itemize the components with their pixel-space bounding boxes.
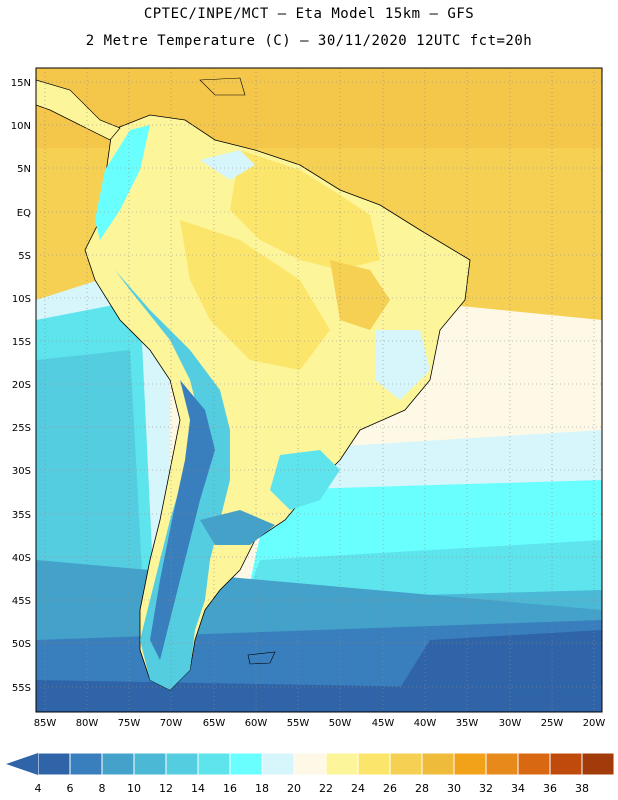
map-title-line-2: 2 Metre Temperature (C) – 30/11/2020 12U…	[85, 33, 533, 49]
colorbar	[6, 752, 615, 776]
lon-label: 20W	[583, 718, 606, 729]
map-frame	[35, 67, 603, 713]
colorbar-swatch	[101, 752, 135, 776]
colorbar-arrow-left	[6, 753, 38, 775]
lon-label: 80W	[76, 718, 99, 729]
lon-label: 55W	[287, 718, 310, 729]
lat-label: 5N	[17, 164, 31, 175]
lon-label: 65W	[203, 718, 226, 729]
colorbar-label: 38	[575, 782, 589, 795]
longitude-labels: 85W 80W 75W 70W 65W 60W 55W 50W 45W 40W …	[34, 718, 606, 729]
colorbar-label: 32	[479, 782, 493, 795]
colorbar-swatch	[389, 752, 423, 776]
temperature-field	[36, 68, 602, 712]
colorbar-swatch	[517, 752, 551, 776]
colorbar-label: 36	[543, 782, 557, 795]
lat-label: 15S	[12, 337, 31, 348]
colorbar-swatch	[133, 752, 167, 776]
colorbar-label: 4	[34, 782, 42, 795]
lon-label: 35W	[456, 718, 479, 729]
lon-label: 70W	[160, 718, 183, 729]
colorbar-swatch	[421, 752, 455, 776]
map-title-line-1: CPTEC/INPE/MCT – Eta Model 15km – GFS	[143, 6, 475, 22]
colorbar-label: 10	[127, 782, 141, 795]
latitude-labels: 15N 10N 5N EQ 5S 10S 15S 20S 25S 30S 35S…	[11, 78, 31, 694]
lat-label: 10N	[11, 121, 31, 132]
colorbar-label: 28	[415, 782, 429, 795]
lat-label: 15N	[11, 78, 31, 89]
colorbar-swatch	[453, 752, 487, 776]
lat-label: 10S	[12, 294, 31, 305]
lon-label: 75W	[118, 718, 141, 729]
colorbar-swatch	[197, 752, 231, 776]
lon-label: 30W	[499, 718, 522, 729]
colorbar-label: 18	[255, 782, 269, 795]
colorbar-swatch	[549, 752, 583, 776]
colorbar-swatch	[229, 752, 263, 776]
lat-label: 40S	[12, 553, 31, 564]
lon-label: 25W	[541, 718, 564, 729]
colorbar-label: 30	[447, 782, 461, 795]
colorbar-swatch	[165, 752, 199, 776]
colorbar-label: 24	[351, 782, 365, 795]
colorbar-label: 8	[98, 782, 106, 795]
lat-label: 50S	[12, 639, 31, 650]
colorbar-swatch	[485, 752, 519, 776]
lon-label: 45W	[372, 718, 395, 729]
lat-label: 35S	[12, 510, 31, 521]
lat-label: 5S	[18, 251, 31, 262]
colorbar-swatch	[293, 752, 327, 776]
colorbar-label: 34	[511, 782, 525, 795]
colorbar-swatch	[357, 752, 391, 776]
colorbar-label: 22	[319, 782, 333, 795]
colorbar-label: 16	[223, 782, 237, 795]
colorbar-label: 26	[383, 782, 397, 795]
lon-label: 40W	[414, 718, 437, 729]
colorbar-swatch	[261, 752, 295, 776]
colorbar-swatch	[581, 752, 615, 776]
colorbar-label: 6	[66, 782, 74, 795]
lon-label: 85W	[34, 718, 57, 729]
lat-label: EQ	[17, 208, 31, 219]
lon-label: 50W	[329, 718, 352, 729]
lat-label: 25S	[12, 423, 31, 434]
colorbar-label: 12	[159, 782, 173, 795]
lat-label: 45S	[12, 596, 31, 607]
lon-label: 60W	[245, 718, 268, 729]
lat-label: 20S	[12, 380, 31, 391]
colorbar-swatch	[325, 752, 359, 776]
colorbar-swatch	[37, 752, 71, 776]
lat-label: 30S	[12, 466, 31, 477]
colorbar-label: 20	[287, 782, 301, 795]
colorbar-swatch	[69, 752, 103, 776]
colorbar-label: 14	[191, 782, 205, 795]
lat-label: 55S	[12, 683, 31, 694]
